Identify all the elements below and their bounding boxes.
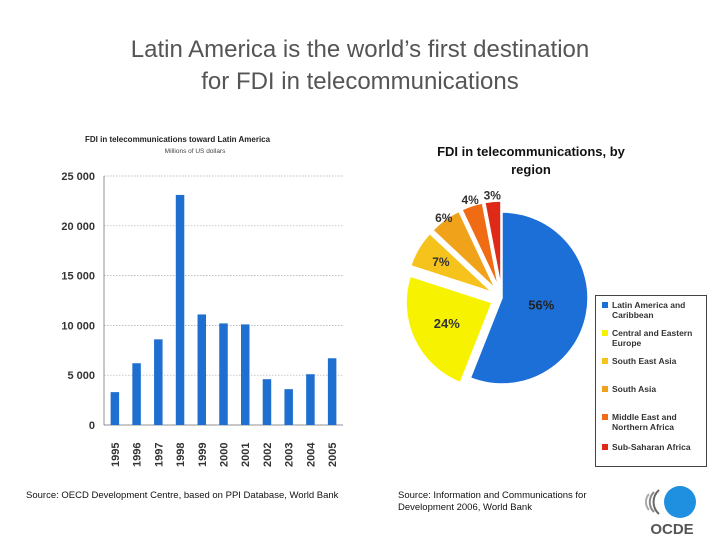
bar-chart-title: FDI in telecommunications toward Latin A… [85,135,271,144]
slide-title-line-2: for FDI in telecommunications [201,68,519,95]
pie-slice-4 [431,210,497,290]
bar-1996 [132,363,141,425]
x-tick-label: 1997 [153,443,165,467]
pie-slice-2 [405,275,494,384]
bar-2000 [219,323,228,425]
legend-swatch [602,386,608,392]
x-tick-label: 2001 [240,443,252,467]
bar-2001 [240,324,250,425]
pie-slice-5 [460,202,500,288]
oecd-logo-mark: OCDE [645,486,696,538]
x-tick-label: 1999 [197,443,209,467]
legend-label: Latin America and Caribbean [612,300,686,320]
oecd-logo-text: OCDE [650,521,693,538]
pie-chart-title-line-1: FDI in telecommunications, by [437,144,626,159]
bar-2002 [262,379,272,425]
bar-1995 [110,392,120,425]
legend-swatch [602,444,608,450]
slide-title-line-1: Latin America is the world’s first desti… [130,36,590,63]
y-tick-label: 10 000 [61,320,95,332]
pie-legend: Latin America and Caribbean Central and E… [595,295,707,467]
pie-pct-label: 3% [484,188,502,202]
bar-chart-subtitle: Millions of US dollars [165,148,226,155]
oecd-logo: OCDE [632,482,712,538]
pie-slice-1 [469,211,589,385]
x-tick-label: 2002 [262,443,274,467]
pie-slice-3 [409,232,494,294]
pie-chart: FDI in telecommunications, by region 56%… [405,144,626,385]
source-left: Source: OECD Development Centre, based o… [26,490,339,501]
legend-label: Central and Eastern Europe [612,328,693,348]
x-tick-label: 2003 [284,443,296,467]
bar-1999 [197,314,207,425]
bar-2005 [327,358,337,425]
x-tick-label: 1998 [175,443,187,467]
pie-chart-title-line-2: region [511,162,551,177]
legend-label: Middle East and Northern Africa [612,412,677,432]
legend-label: Sub-Saharan Africa [612,442,691,452]
source-right: Source: Information and Communications f… [398,490,587,513]
legend-swatch [602,414,608,420]
bar-1997 [154,339,163,425]
slide-title: Latin America is the world’s first desti… [0,34,720,98]
pie-slice-6 [483,200,502,288]
y-tick-label: 25 000 [61,171,95,183]
y-tick-label: 15 000 [61,271,95,283]
bar-2003 [284,389,293,425]
bar-2004 [306,374,315,425]
legend-label: South East Asia [612,356,677,366]
x-tick-label: 2004 [305,442,317,467]
pie-pct-label: 4% [461,193,479,207]
legend-label: South Asia [612,384,657,394]
y-tick-label: 5 000 [67,370,95,382]
x-tick-label: 2000 [219,443,231,467]
pie-pct-label: 24% [434,316,460,331]
bar-chart: FDI in telecommunications toward Latin A… [61,135,343,467]
pie-pct-label: 56% [528,297,554,312]
pie-pct-label: 7% [432,255,450,269]
x-tick-label: 2005 [327,443,339,467]
legend-swatch [602,358,608,364]
x-tick-label: 1996 [132,443,144,467]
legend-swatch [602,302,608,308]
legend-swatch [602,330,608,336]
x-tick-label: 1995 [110,443,122,467]
y-tick-label: 20 000 [61,221,95,233]
pie-pct-label: 6% [435,211,453,225]
y-tick-label: 0 [89,420,95,432]
bar-1998 [175,194,185,425]
